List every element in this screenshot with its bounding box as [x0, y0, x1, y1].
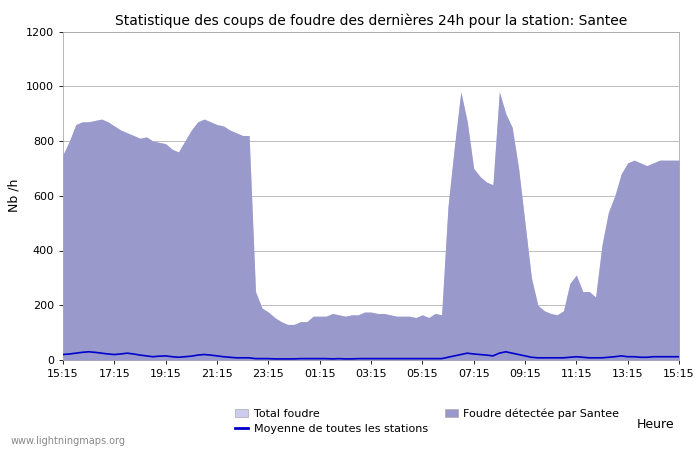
Title: Statistique des coups de foudre des dernières 24h pour la station: Santee: Statistique des coups de foudre des dern… — [115, 13, 627, 27]
Legend: Total foudre, Moyenne de toutes les stations, Foudre détectée par Santee: Total foudre, Moyenne de toutes les stat… — [235, 408, 620, 434]
Text: Heure: Heure — [637, 418, 675, 432]
Text: www.lightningmaps.org: www.lightningmaps.org — [10, 436, 125, 446]
Y-axis label: Nb /h: Nb /h — [7, 179, 20, 212]
